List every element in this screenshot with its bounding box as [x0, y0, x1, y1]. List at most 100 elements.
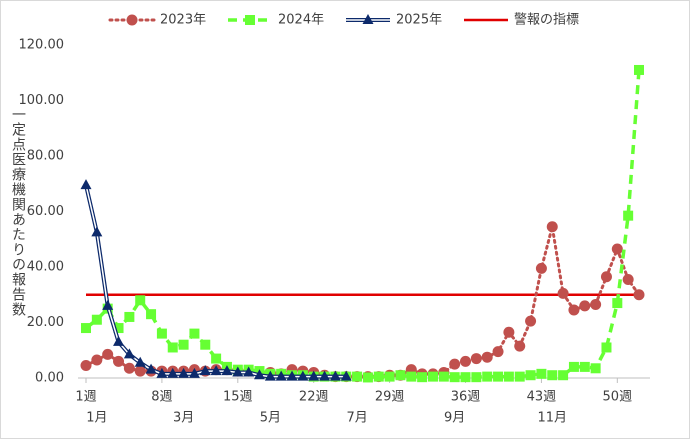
data-point [167, 342, 178, 353]
data-point [514, 371, 525, 382]
legend-label: 2024年 [278, 13, 324, 28]
data-point [319, 370, 331, 381]
data-point [362, 14, 374, 24]
y-tick-label: 60.00 [27, 204, 64, 219]
data-point [91, 314, 102, 325]
data-point [579, 300, 591, 312]
data-point [546, 221, 558, 233]
data-point [503, 326, 515, 338]
data-point [535, 262, 547, 274]
data-point [146, 309, 157, 320]
month-label: 7月 [346, 411, 367, 426]
data-point [123, 348, 135, 359]
data-point [199, 365, 211, 376]
data-point [308, 370, 320, 381]
data-point [362, 372, 373, 383]
x-tick-label: 50週 [603, 390, 633, 405]
legend-label: 2025年 [396, 13, 442, 28]
data-point [449, 372, 460, 383]
data-point [243, 366, 255, 377]
data-point [492, 346, 504, 358]
data-point [210, 365, 222, 376]
y-tick-label: 120.00 [19, 38, 65, 53]
data-point [275, 370, 287, 381]
data-point [91, 226, 103, 237]
x-tick-label: 8週 [151, 390, 172, 405]
legend-label: 2023年 [160, 13, 206, 28]
data-point [352, 371, 363, 382]
data-point [600, 271, 612, 283]
data-point [460, 372, 471, 383]
data-point [493, 371, 504, 382]
data-point [514, 340, 526, 352]
data-point [427, 371, 438, 382]
x-tick-label: 36週 [451, 390, 481, 405]
y-tick-label: 80.00 [27, 149, 64, 164]
y-tick-label: 20.00 [27, 315, 64, 330]
data-point [460, 355, 472, 367]
y-tick-label: 0.00 [35, 371, 64, 386]
data-point [134, 365, 146, 377]
data-point [178, 367, 190, 378]
data-point [245, 15, 255, 25]
data-point [81, 323, 91, 334]
data-point [167, 367, 179, 378]
x-tick-label: 43週 [527, 390, 557, 405]
data-point [200, 339, 211, 350]
data-point [558, 370, 569, 381]
data-point [340, 370, 352, 381]
data-point [470, 353, 482, 365]
data-point [395, 370, 406, 381]
data-point [482, 371, 493, 382]
data-point [253, 369, 265, 380]
data-point [134, 356, 146, 367]
data-point [611, 243, 623, 255]
data-point [590, 298, 602, 310]
y-axis-label: 一定点医療機関あたりの報告数 [10, 107, 26, 317]
data-point [547, 370, 558, 381]
data-point [579, 361, 590, 372]
data-point [102, 348, 114, 360]
data-point [80, 179, 92, 190]
data-point [145, 363, 157, 374]
data-point [406, 371, 417, 382]
data-point [612, 298, 623, 309]
data-point [525, 370, 536, 381]
x-tick-label: 29週 [375, 390, 405, 405]
x-tick-label: 22週 [299, 390, 329, 405]
data-point [232, 366, 244, 377]
data-point [178, 339, 189, 350]
x-tick-label: 1週 [75, 390, 96, 405]
data-point [568, 361, 579, 372]
data-point [126, 14, 138, 26]
data-point [135, 295, 146, 306]
data-point [286, 370, 298, 381]
data-point [449, 358, 461, 370]
data-point [590, 363, 601, 374]
data-point [503, 371, 514, 382]
data-point [622, 273, 634, 285]
data-point [221, 365, 233, 376]
data-point [568, 304, 580, 316]
data-point [211, 353, 222, 364]
data-point [329, 370, 341, 381]
data-point [297, 370, 309, 381]
legend-label: 警報の指標 [514, 12, 579, 28]
month-label: 1月 [86, 411, 107, 426]
data-point [156, 367, 168, 378]
month-label: 11月 [537, 411, 567, 426]
month-label: 9月 [444, 411, 465, 426]
data-point [633, 289, 645, 301]
data-point [384, 371, 395, 382]
data-point [113, 355, 125, 367]
data-point [124, 311, 135, 322]
data-point [156, 328, 167, 339]
data-point [634, 64, 644, 75]
data-point [123, 362, 135, 374]
y-tick-label: 100.00 [19, 93, 65, 108]
data-point [264, 370, 276, 381]
data-point [557, 287, 569, 299]
data-point [623, 210, 634, 221]
data-point [536, 368, 547, 379]
data-point [189, 328, 200, 339]
